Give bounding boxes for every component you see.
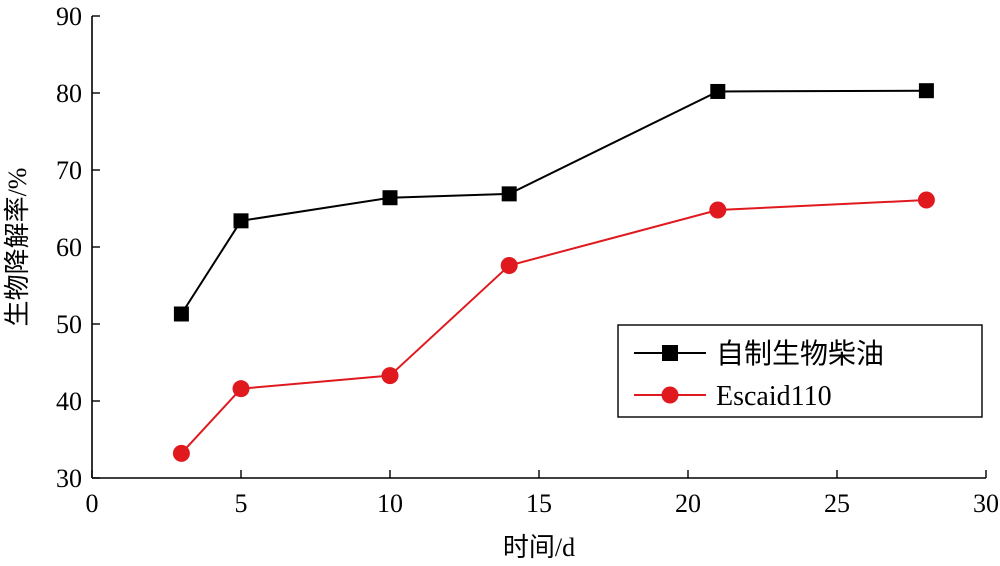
y-tick-label: 40 bbox=[56, 387, 82, 416]
data-point-series-1 bbox=[382, 190, 398, 206]
x-tick-label: 15 bbox=[526, 489, 552, 518]
x-tick-label: 5 bbox=[235, 489, 248, 518]
data-point-series-2 bbox=[709, 201, 727, 219]
legend-label-series-2: Escaid110 bbox=[716, 381, 832, 412]
y-tick-label: 90 bbox=[56, 2, 82, 31]
series-line-2 bbox=[180, 199, 927, 455]
x-tick-label: 0 bbox=[86, 489, 99, 518]
legend: 自制生物柴油 Escaid110 bbox=[617, 324, 983, 418]
x-tick-label: 10 bbox=[377, 489, 403, 518]
y-axis-title: 生物降解率/% bbox=[3, 168, 32, 327]
x-axis-title: 时间/d bbox=[503, 533, 575, 562]
data-point-series-1 bbox=[710, 83, 726, 99]
x-tick-label: 25 bbox=[824, 489, 850, 518]
series-line-1 bbox=[180, 89, 927, 315]
data-point-series-1 bbox=[233, 213, 249, 229]
y-tick-label: 70 bbox=[56, 156, 82, 185]
legend-box bbox=[617, 324, 983, 418]
x-axis-ticks: 0 5 10 15 20 25 30 bbox=[86, 470, 999, 518]
y-tick-label: 80 bbox=[56, 79, 82, 108]
legend-marker-series-2 bbox=[661, 386, 679, 404]
x-tick-label: 30 bbox=[973, 489, 999, 518]
data-point-series-2 bbox=[917, 191, 935, 209]
y-tick-label: 60 bbox=[56, 233, 82, 262]
data-point-series-1 bbox=[173, 306, 189, 322]
data-point-series-1 bbox=[918, 83, 934, 99]
data-point-series-2 bbox=[500, 256, 518, 274]
data-point-series-1 bbox=[501, 186, 517, 202]
x-tick-label: 20 bbox=[675, 489, 701, 518]
legend-label-series-1: 自制生物柴油 bbox=[716, 338, 884, 370]
legend-marker-series-1 bbox=[662, 345, 678, 361]
data-point-series-2 bbox=[381, 367, 399, 385]
y-tick-label: 30 bbox=[56, 464, 82, 493]
data-point-series-2 bbox=[172, 444, 190, 462]
data-point-series-2 bbox=[232, 380, 250, 398]
y-tick-label: 50 bbox=[56, 310, 82, 339]
y-axis-ticks: 30 40 50 60 70 80 90 bbox=[56, 2, 100, 493]
series-layer bbox=[172, 83, 935, 462]
